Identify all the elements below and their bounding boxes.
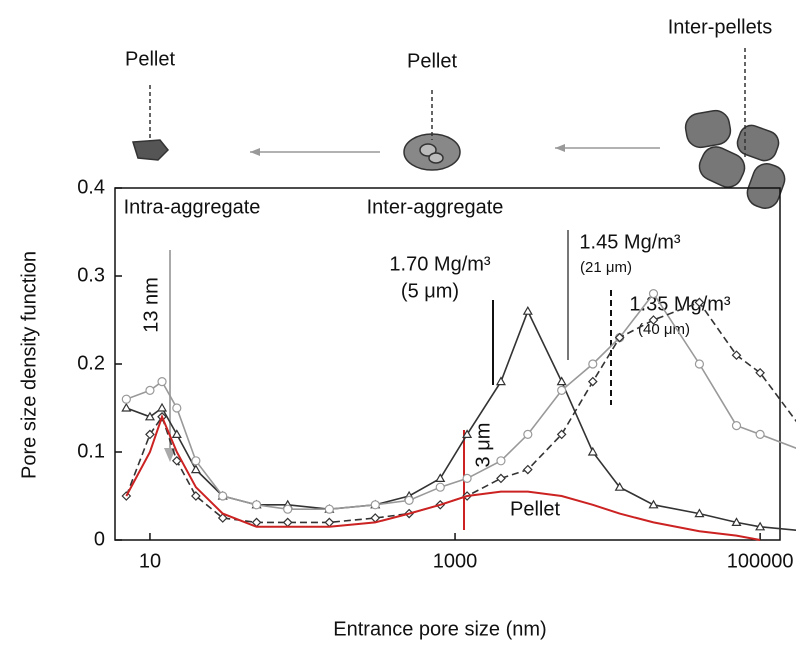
marker xyxy=(121,394,131,404)
x-tick-label: 100000 xyxy=(727,550,794,572)
marker xyxy=(755,367,765,378)
y-tick-label: 0.2 xyxy=(77,352,105,374)
y-tick-label: 0.3 xyxy=(77,264,105,286)
series-label: Pellet xyxy=(510,498,560,520)
marker xyxy=(523,429,533,439)
marker xyxy=(121,402,132,412)
series-line xyxy=(126,292,796,510)
marker xyxy=(144,411,155,421)
series-line xyxy=(125,301,796,524)
marker xyxy=(731,421,742,431)
marker xyxy=(172,403,182,413)
marker xyxy=(556,429,567,440)
annotation: 3 μm xyxy=(472,423,494,468)
marker xyxy=(145,385,155,395)
marker xyxy=(522,305,533,315)
marker xyxy=(587,446,598,456)
marker xyxy=(648,315,659,325)
marker xyxy=(404,495,414,505)
annotation: Inter-pellets xyxy=(668,16,773,38)
marker xyxy=(588,359,598,369)
annotation-lines xyxy=(164,230,612,530)
marker xyxy=(191,456,201,466)
annotation: Pellet xyxy=(125,48,175,70)
marker xyxy=(755,429,765,439)
y-tick-label: 0 xyxy=(94,528,105,550)
schematic xyxy=(132,48,786,209)
marker xyxy=(324,517,335,528)
marker xyxy=(462,429,473,438)
marker xyxy=(145,429,155,440)
marker xyxy=(614,481,625,491)
marker xyxy=(121,491,132,501)
y-axis-label: Pore size density function xyxy=(18,251,40,479)
marker xyxy=(370,500,380,510)
marker xyxy=(694,508,705,518)
x-tick-label: 10 xyxy=(139,550,161,572)
annotation: (21 μm) xyxy=(580,259,632,276)
y-tick-label: 0.4 xyxy=(77,176,105,198)
annotation: 13 nm xyxy=(140,277,162,333)
marker xyxy=(282,517,293,528)
marker xyxy=(587,376,598,387)
annotation: Inter-aggregate xyxy=(367,196,504,218)
x-axis-label: Entrance pore size (nm) xyxy=(333,618,546,640)
marker xyxy=(251,500,262,510)
annotation: Pellet xyxy=(407,50,457,72)
marker xyxy=(156,402,168,412)
marker xyxy=(217,513,228,523)
marker xyxy=(556,376,567,386)
marker xyxy=(694,297,705,308)
series-label: 1.70 Mg/m³ xyxy=(389,253,490,275)
marker xyxy=(157,377,167,387)
marker xyxy=(496,473,506,484)
marker xyxy=(435,473,446,482)
x-tick-label: 1000 xyxy=(433,550,478,572)
marker xyxy=(496,456,506,466)
marker xyxy=(648,499,659,509)
marker xyxy=(731,517,742,526)
y-tick-label: 0.1 xyxy=(77,440,105,462)
marker xyxy=(557,385,567,395)
annotation: Intra-aggregate xyxy=(124,196,261,218)
marker xyxy=(522,464,533,475)
marker xyxy=(614,332,625,343)
marker xyxy=(171,429,182,438)
marker xyxy=(435,482,445,492)
marker xyxy=(694,359,705,369)
annotation: (40 μm) xyxy=(638,321,690,338)
marker xyxy=(218,491,228,501)
marker xyxy=(324,504,334,514)
annotation: (5 μm) xyxy=(401,280,459,302)
series-label: 1.45 Mg/m³ xyxy=(579,231,680,253)
marker xyxy=(755,521,766,531)
marker xyxy=(462,473,472,483)
marker xyxy=(648,289,659,299)
series-line xyxy=(126,309,796,532)
marker xyxy=(190,464,201,474)
marker xyxy=(731,350,742,361)
marker xyxy=(495,376,506,386)
series-line xyxy=(125,413,761,541)
marker xyxy=(171,455,182,466)
marker xyxy=(283,504,293,514)
marker xyxy=(191,491,201,501)
